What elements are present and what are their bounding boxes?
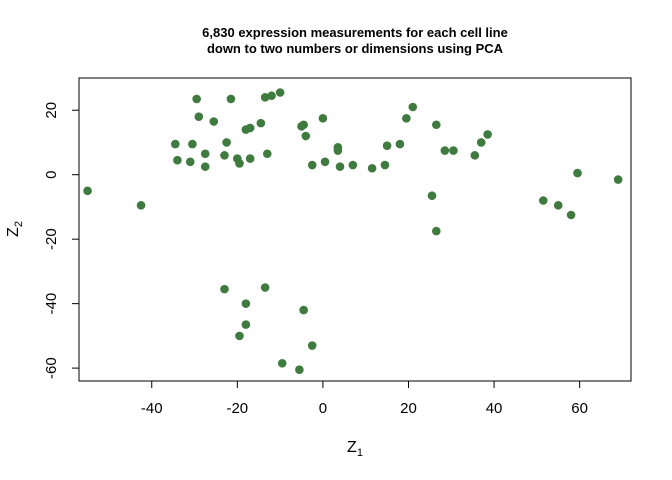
data-point (483, 130, 492, 139)
x-tick-label: 60 (571, 400, 588, 417)
data-point (235, 331, 244, 341)
data-point (170, 139, 180, 149)
data-point (402, 113, 411, 123)
data-point (260, 93, 270, 102)
data-point (538, 196, 548, 205)
data-point (449, 146, 458, 155)
chart-title-line-2: down to two numbers or dimensions using … (207, 41, 504, 56)
data-point (380, 160, 390, 170)
y-tick-label: -60 (43, 357, 60, 379)
x-tick-label: -20 (226, 400, 248, 417)
data-point (613, 175, 623, 184)
data-point (299, 305, 308, 315)
data-point (301, 131, 311, 141)
data-point (222, 138, 231, 147)
data-point (245, 154, 255, 163)
x-tick-label: 0 (319, 400, 327, 417)
data-point (367, 163, 377, 173)
data-point (277, 358, 287, 368)
data-point (200, 149, 210, 159)
data-point (335, 162, 345, 171)
data-point (320, 157, 330, 167)
data-point (185, 157, 195, 167)
data-point (241, 320, 251, 329)
chart-title-line-1: 6,830 expression measurements for each c… (202, 25, 508, 40)
data-point (241, 299, 251, 308)
data-point (432, 226, 441, 236)
data-point (440, 146, 450, 155)
data-point (173, 155, 182, 165)
x-axis: -40 -20 0 20 40 60 (141, 380, 588, 417)
data-point (256, 118, 266, 128)
data-point (333, 146, 343, 155)
data-point (260, 283, 270, 292)
data-point (432, 120, 441, 130)
data-point (194, 112, 204, 121)
data-point (553, 201, 563, 210)
data-point (382, 141, 392, 150)
plot-frame (78, 77, 632, 382)
data-point (267, 91, 276, 101)
y-axis: -60 -40 -20 0 20 (43, 102, 80, 379)
data-point (470, 151, 480, 160)
data-point (136, 201, 146, 210)
y-tick-label: -20 (43, 228, 60, 250)
data-point (262, 149, 272, 159)
data-point (226, 94, 236, 104)
x-tick-label: 40 (486, 400, 503, 417)
data-point (200, 162, 210, 171)
data-point (307, 341, 317, 350)
data-point (408, 102, 418, 112)
data-point (318, 113, 328, 123)
y-axis-label: Z2 (5, 221, 25, 237)
data-point (307, 160, 317, 170)
x-tick-label: -40 (141, 400, 163, 417)
data-point (299, 120, 308, 130)
x-axis-label: Z1 (347, 439, 363, 459)
data-point (275, 88, 285, 97)
data-points (83, 88, 623, 375)
y-tick-label: -40 (43, 293, 60, 315)
data-point (295, 365, 304, 375)
data-point (476, 138, 486, 147)
y-tick-label: 20 (43, 102, 60, 119)
data-point (220, 284, 229, 294)
data-point (192, 94, 201, 104)
data-point (566, 210, 576, 220)
data-point (83, 186, 92, 196)
data-point (348, 160, 358, 170)
data-point (573, 168, 582, 178)
data-point (209, 117, 219, 126)
data-point (427, 191, 437, 200)
y-tick-label: 0 (43, 171, 60, 179)
data-point (220, 151, 229, 160)
data-point (395, 139, 405, 149)
x-tick-label: 20 (400, 400, 417, 417)
data-point (245, 123, 255, 133)
data-point (235, 159, 244, 168)
data-point (188, 139, 197, 149)
